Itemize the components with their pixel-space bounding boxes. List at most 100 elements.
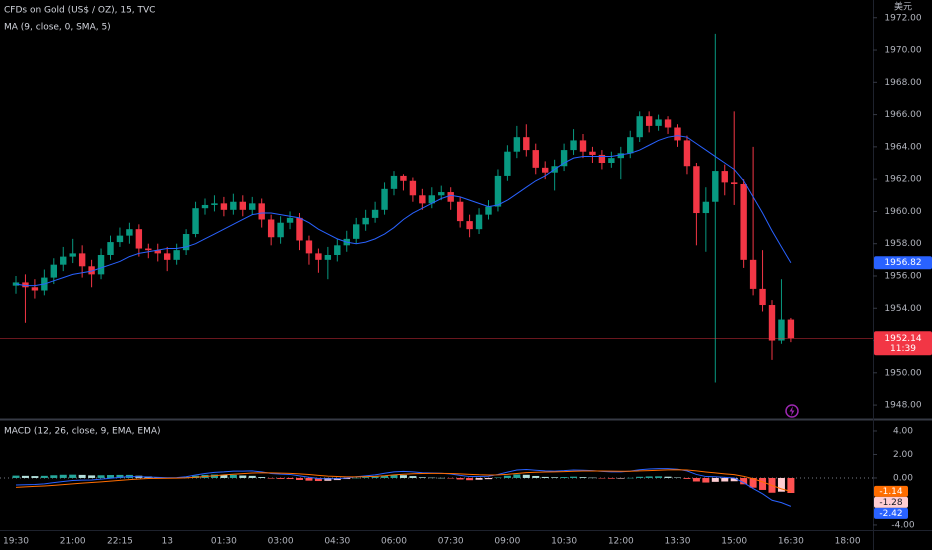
x-tick-label: 22:15 xyxy=(107,537,133,547)
candle-body xyxy=(645,116,653,126)
ma-legend[interactable]: MA (9, close, 0, SMA, 5) xyxy=(4,23,111,33)
candle-body xyxy=(324,254,332,260)
macd-badge xyxy=(874,485,908,497)
candle-body xyxy=(456,201,464,222)
candle-body xyxy=(315,253,322,260)
macd-histogram-bar xyxy=(12,475,20,478)
x-tick-label: 10:30 xyxy=(551,537,577,547)
candle-body xyxy=(88,266,95,275)
macd-histogram-bar xyxy=(381,475,389,478)
candle-body xyxy=(192,208,199,235)
ma-badge xyxy=(874,256,932,270)
candle-body xyxy=(353,224,360,239)
x-tick-label: 13:30 xyxy=(665,537,691,547)
candle-body xyxy=(513,137,521,152)
candle-body xyxy=(447,192,454,202)
candle-body xyxy=(12,282,20,286)
candle-body xyxy=(60,256,67,265)
macd-histogram-bar xyxy=(570,476,578,478)
macd-histogram-bar xyxy=(674,477,681,478)
candle-body xyxy=(579,140,587,152)
chart-title[interactable]: CFDs on Gold (US$ / OZ), 15, TVC xyxy=(4,6,155,16)
macd-histogram-bar xyxy=(759,477,767,490)
ma-line xyxy=(15,135,792,287)
macd-tick-label: 0.00 xyxy=(893,473,913,483)
candle-body xyxy=(97,254,105,275)
y-tick-label: 1964.00 xyxy=(884,142,921,152)
candle-body xyxy=(636,116,643,138)
macd-histogram-bar xyxy=(579,477,587,478)
macd-histogram-bar xyxy=(116,474,124,478)
x-tick-label: 04:30 xyxy=(324,537,350,547)
macd-histogram-bar xyxy=(399,475,407,478)
candle-body xyxy=(286,217,294,223)
macd-histogram-bar xyxy=(607,477,615,479)
macd-histogram-bar xyxy=(277,477,285,479)
macd-histogram-bar xyxy=(692,477,700,482)
candle-body xyxy=(154,250,161,254)
candle-body xyxy=(778,319,785,341)
macd-badge xyxy=(874,507,908,519)
candle-body xyxy=(740,183,747,260)
candle-body xyxy=(438,192,445,196)
candle-body xyxy=(78,253,86,267)
candle-body xyxy=(570,140,577,151)
x-tick-label: 13 xyxy=(161,537,172,547)
macd-histogram-bar xyxy=(248,475,256,478)
macd-histogram-bar xyxy=(305,477,313,481)
y-tick-label: 1958.00 xyxy=(884,239,921,249)
candle-body xyxy=(381,188,388,210)
candle-body xyxy=(50,264,57,278)
candle-body xyxy=(258,203,265,220)
candle-body xyxy=(504,151,511,176)
y-tick-label: 1972.00 xyxy=(884,13,921,23)
y-tick-label: 1956.00 xyxy=(884,271,921,281)
x-tick-label: 21:00 xyxy=(60,537,86,547)
macd-histogram-bar xyxy=(740,477,748,485)
currency-label[interactable]: 美元 xyxy=(894,1,912,13)
candle-body xyxy=(211,203,218,205)
macd-histogram-bar xyxy=(428,477,436,479)
macd-histogram-bar xyxy=(409,476,417,478)
macd-legend[interactable]: MACD (12, 26, close, 9, EMA, EMA) xyxy=(4,427,161,437)
candle-body xyxy=(69,253,76,257)
macd-histogram-bar xyxy=(532,475,540,478)
candle-body xyxy=(693,166,700,214)
candle-body xyxy=(523,137,530,151)
macd-histogram-bar xyxy=(711,477,719,482)
macd-histogram-bar xyxy=(485,477,492,480)
macd-histogram-bar xyxy=(456,477,464,480)
macd-histogram-bar xyxy=(267,477,275,479)
candle-body xyxy=(475,214,483,230)
alert-icon[interactable] xyxy=(785,404,799,418)
alert-circle[interactable] xyxy=(785,404,799,418)
candle-body xyxy=(31,287,39,291)
candle-body xyxy=(419,195,426,204)
candle-body xyxy=(598,154,606,164)
macd-histogram-bar xyxy=(522,474,530,478)
macd-histogram-bar xyxy=(31,476,39,478)
macd-histogram-bar xyxy=(40,475,48,478)
macd-histogram-bar xyxy=(551,477,559,478)
macd-histogram-bar xyxy=(343,477,351,480)
macd-histogram-bar xyxy=(362,477,370,478)
macd-histogram-bar xyxy=(475,477,483,480)
macd-histogram-bar xyxy=(286,477,294,480)
macd-histogram-bar xyxy=(749,477,757,488)
y-tick-label: 1968.00 xyxy=(884,78,921,88)
macd-histogram-bar xyxy=(683,477,691,479)
last-price-label: 1952.14 xyxy=(884,334,921,344)
macd-histogram-bar xyxy=(296,477,303,480)
macd-histogram-bar xyxy=(655,476,663,478)
x-tick-label: 09:00 xyxy=(494,537,520,547)
candle-body xyxy=(532,150,539,168)
macd-histogram-bar xyxy=(588,477,596,479)
macd-histogram-bar xyxy=(50,475,58,478)
candle-body xyxy=(334,245,341,255)
macd-histogram-bar xyxy=(88,475,96,478)
alert-bolt[interactable] xyxy=(789,406,795,416)
candle-body xyxy=(296,217,303,241)
candle-body xyxy=(617,153,624,159)
macd-badge xyxy=(874,496,908,508)
